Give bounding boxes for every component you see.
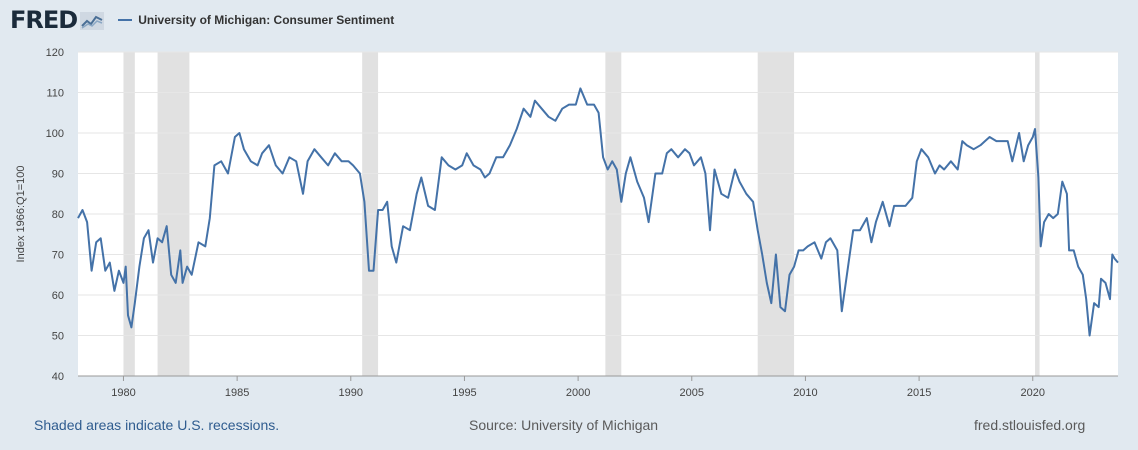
- series-layer: [77, 87, 1119, 337]
- x-tick-label: 2010: [793, 387, 817, 399]
- chart-area[interactable]: 40 50 60 70 80 90 100 110 120 1980 1985 1990 1995 200…: [0, 38, 1138, 408]
- y-tick-label: 100: [46, 128, 64, 140]
- x-tick-label: 2015: [907, 387, 931, 399]
- x-tick-label: 1985: [225, 387, 249, 399]
- gridlines: [78, 51, 1118, 381]
- y-tick-label: 90: [52, 169, 64, 181]
- y-tick-label: 50: [52, 331, 64, 343]
- legend-swatch: [118, 19, 133, 21]
- y-tick-label: 80: [52, 209, 64, 221]
- x-tick-label: 1980: [111, 387, 135, 399]
- chart-header: FRED University of Michigan: Consumer Se…: [10, 6, 394, 34]
- y-axis-label: Index 1966:Q1=100: [15, 166, 27, 263]
- chart-footer: Shaded areas indicate U.S. recessions. S…: [0, 414, 1138, 438]
- y-tick-label: 110: [46, 88, 64, 100]
- fred-logo[interactable]: FRED: [10, 6, 78, 34]
- fred-logo-graph-icon: [80, 12, 105, 30]
- x-tick-label: 2020: [1021, 387, 1045, 399]
- fred-url-link[interactable]: fred.stlouisfed.org: [974, 417, 1086, 433]
- tick-labels: 40 50 60 70 80 90 100 110 120 1980 1985 1990 1995 200…: [46, 47, 1045, 399]
- x-tick-label: 1995: [452, 387, 476, 399]
- y-tick-label: 120: [46, 47, 64, 59]
- line-chart[interactable]: 40 50 60 70 80 90 100 110 120 1980 1985 1990 1995 200…: [0, 38, 1138, 408]
- x-tick-label: 2000: [566, 387, 590, 399]
- source-note: Source: University of Michigan: [469, 417, 659, 433]
- y-tick-label: 40: [52, 371, 64, 383]
- chart-legend[interactable]: University of Michigan: Consumer Sentime…: [118, 13, 394, 27]
- series-line[interactable]: [77, 87, 1119, 337]
- x-tick-label: 2005: [680, 387, 704, 399]
- recession-note-link[interactable]: Shaded areas indicate U.S. recessions.: [34, 417, 280, 433]
- y-tick-label: 60: [52, 290, 64, 302]
- x-tick-label: 1990: [339, 387, 363, 399]
- y-tick-label: 70: [52, 250, 64, 262]
- legend-label: University of Michigan: Consumer Sentime…: [138, 13, 395, 27]
